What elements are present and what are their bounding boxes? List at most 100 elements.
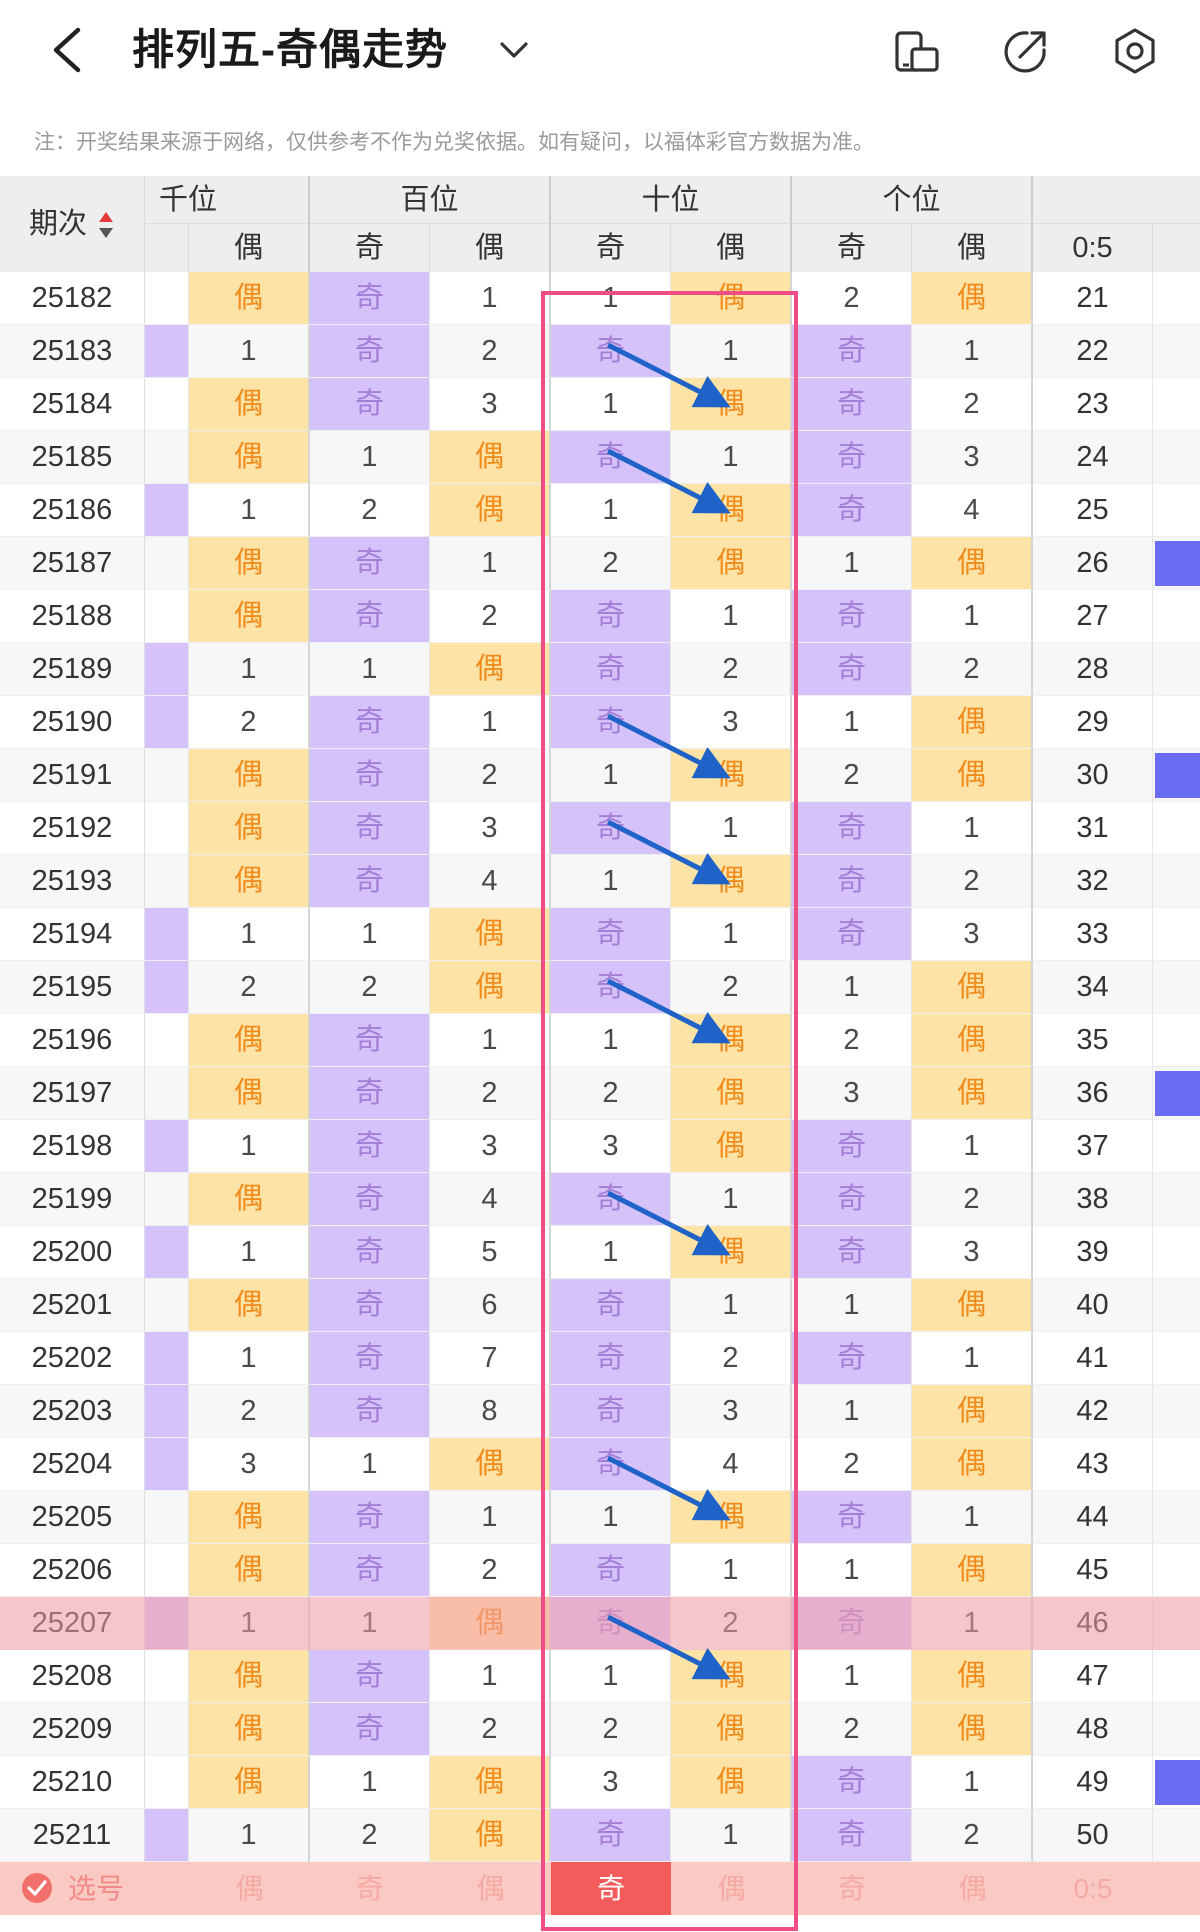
odd-cell: 奇 (310, 1703, 430, 1756)
select-cell[interactable]: 偶 (235, 1873, 264, 1904)
ratio-miss-cell: 22 (1033, 325, 1153, 378)
miss-count-cell: 2 (671, 961, 792, 1014)
ratio-miss-cell: 24 (1033, 431, 1153, 484)
extra-column-cell (1153, 1544, 1200, 1597)
select-cell[interactable]: 奇 (355, 1873, 384, 1904)
miss-count-cell: 1 (912, 1491, 1033, 1544)
miss-count-cell: 1 (310, 643, 430, 696)
ratio-miss-cell: 26 (1033, 537, 1153, 590)
odd-cell: 奇 (792, 908, 912, 961)
extra-column-cell (1153, 484, 1200, 537)
period-cell: 25189 (0, 643, 145, 696)
miss-count-cell: 1 (671, 1809, 792, 1862)
group-header-ge: 个位 (792, 176, 1033, 224)
extra-column-cell (1153, 855, 1200, 908)
period-cell: 25191 (0, 749, 145, 802)
ratio-miss-cell: 40 (1033, 1279, 1153, 1332)
miss-count-cell: 2 (430, 590, 551, 643)
miss-count-cell (145, 1544, 189, 1597)
even-cell: 偶 (189, 1067, 310, 1120)
title-dropdown-button[interactable] (496, 34, 532, 66)
even-cell: 偶 (912, 537, 1033, 590)
miss-count-cell: 1 (189, 325, 310, 378)
odd-cell: 奇 (792, 1226, 912, 1279)
extra-column-cell (1153, 1597, 1200, 1650)
miss-count-cell: 1 (792, 537, 912, 590)
odd-cell: 奇 (310, 378, 430, 431)
ratio-miss-cell: 32 (1033, 855, 1153, 908)
extra-column-cell (1153, 1756, 1200, 1809)
select-cell[interactable]: 偶 (717, 1873, 746, 1904)
extra-column-cell (1153, 590, 1200, 643)
even-cell: 偶 (430, 431, 551, 484)
even-cell: 偶 (430, 484, 551, 537)
miss-count-cell: 2 (430, 1067, 551, 1120)
even-cell: 偶 (671, 1014, 792, 1067)
miss-count-cell (145, 1491, 189, 1544)
miss-count-cell: 2 (792, 1014, 912, 1067)
odd-cell (145, 484, 189, 537)
select-cell[interactable]: 奇 (837, 1873, 866, 1904)
miss-count-cell: 2 (430, 325, 551, 378)
miss-count-cell: 1 (671, 325, 792, 378)
rotate-screen-button[interactable] (890, 24, 944, 78)
period-cell: 25198 (0, 1120, 145, 1173)
miss-count-cell: 1 (671, 802, 792, 855)
even-cell: 偶 (912, 1438, 1033, 1491)
even-cell: 偶 (912, 1279, 1033, 1332)
share-button[interactable] (998, 24, 1052, 78)
group-header-bai: 百位 (310, 176, 551, 224)
sub-header-ge-odd: 奇 (792, 224, 912, 272)
even-cell: 偶 (671, 1226, 792, 1279)
miss-count-cell: 2 (189, 961, 310, 1014)
miss-count-cell: 1 (430, 1491, 551, 1544)
select-ratio-cell[interactable]: 0:5 (1073, 1873, 1113, 1904)
even-cell: 偶 (912, 1067, 1033, 1120)
extra-column-cell (1153, 1385, 1200, 1438)
miss-count-cell: 1 (671, 1173, 792, 1226)
odd-cell (145, 1226, 189, 1279)
select-number-label[interactable]: 选号 (68, 1873, 125, 1904)
sub-header-shi-odd: 奇 (551, 224, 671, 272)
period-cell: 25185 (0, 431, 145, 484)
select-cell[interactable]: 偶 (958, 1873, 987, 1904)
ratio-miss-cell: 42 (1033, 1385, 1153, 1438)
miss-count-cell: 1 (912, 1597, 1033, 1650)
odd-cell: 奇 (792, 484, 912, 537)
ratio-miss-cell: 37 (1033, 1120, 1153, 1173)
back-button[interactable] (44, 22, 94, 78)
miss-count-cell: 1 (792, 1385, 912, 1438)
even-cell: 偶 (430, 1809, 551, 1862)
check-circle-icon[interactable] (20, 1871, 54, 1905)
miss-count-cell: 3 (430, 802, 551, 855)
miss-count-cell (145, 1756, 189, 1809)
odd-cell: 奇 (310, 590, 430, 643)
period-cell: 25203 (0, 1385, 145, 1438)
odd-cell: 奇 (551, 325, 671, 378)
miss-count-cell: 1 (912, 1120, 1033, 1173)
settings-button[interactable] (1108, 24, 1162, 78)
even-cell: 偶 (671, 272, 792, 325)
even-cell: 偶 (912, 749, 1033, 802)
odd-cell: 奇 (310, 1385, 430, 1438)
even-cell: 偶 (912, 272, 1033, 325)
even-cell: 偶 (189, 855, 310, 908)
back-arrow-icon (53, 27, 81, 73)
period-header[interactable]: 期次 (0, 176, 145, 272)
miss-count-cell: 1 (671, 908, 792, 961)
even-cell: 偶 (189, 1491, 310, 1544)
miss-count-cell: 2 (189, 1385, 310, 1438)
miss-count-cell: 2 (430, 1703, 551, 1756)
page-title[interactable]: 排列五-奇偶走势 (132, 26, 448, 73)
miss-count-cell: 2 (551, 1703, 671, 1756)
period-cell: 25187 (0, 537, 145, 590)
select-cell[interactable]: 偶 (476, 1873, 505, 1904)
odd-cell: 奇 (551, 431, 671, 484)
odd-cell: 奇 (551, 1173, 671, 1226)
miss-count-cell: 2 (912, 1809, 1033, 1862)
even-cell: 偶 (189, 1173, 310, 1226)
miss-count-cell: 1 (912, 590, 1033, 643)
even-cell: 偶 (671, 537, 792, 590)
select-cell-selected[interactable]: 奇 (551, 1862, 671, 1915)
miss-count-cell: 2 (792, 272, 912, 325)
